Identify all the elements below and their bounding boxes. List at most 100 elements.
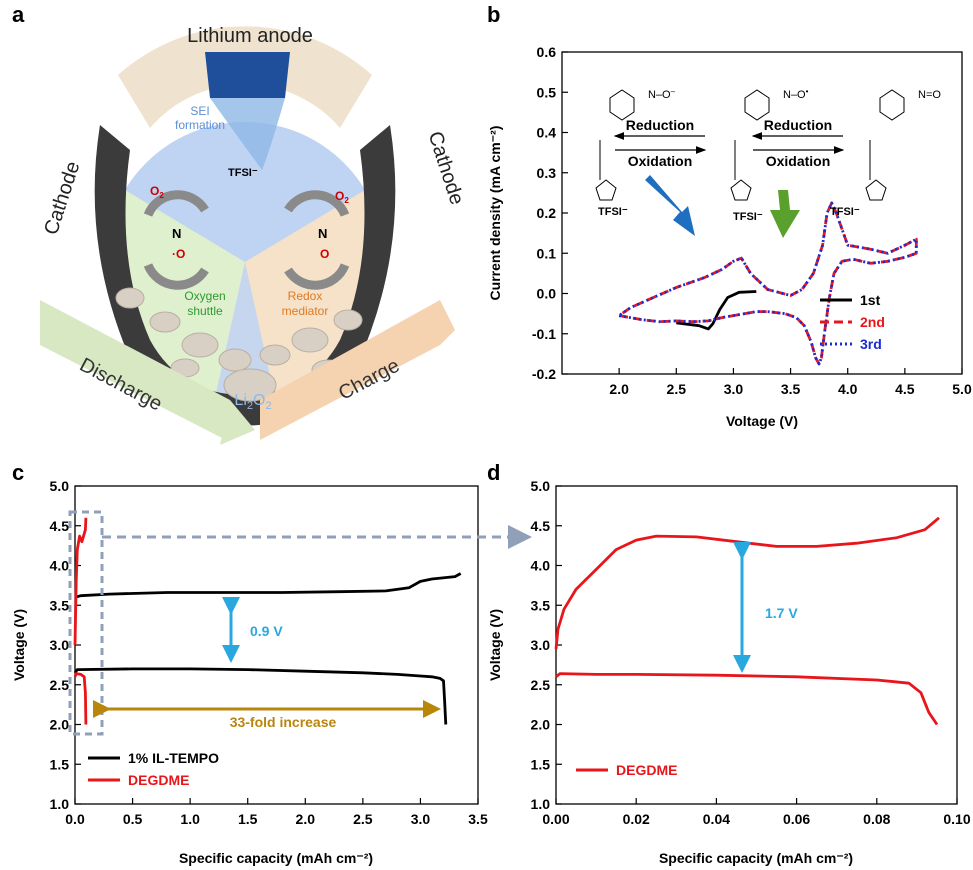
series-line-1st <box>676 290 757 331</box>
y-tick-label: 0.1 <box>537 245 557 261</box>
plot-d-xlabel: Specific capacity (mAh cm⁻²) <box>659 850 853 866</box>
increase-label-c: 33-fold increase <box>230 714 337 730</box>
y-tick-label: 3.5 <box>531 597 551 613</box>
panel-d-voltage-plot: 0.00 0.02 0.04 0.06 0.08 0.10 1.0 1.5 2.0 2.5 3.0 3… <box>531 478 971 827</box>
series-line-degdme <box>555 672 939 726</box>
x-tick-label: 3.0 <box>411 811 431 827</box>
legend-label: 2nd <box>860 314 885 330</box>
green-arrow-b <box>770 190 800 238</box>
y-tick-label: 0.0 <box>537 286 557 302</box>
x-tick-label: 3.0 <box>724 381 744 397</box>
x-tick-label: 0.04 <box>703 811 730 827</box>
x-tick-label: 0.08 <box>863 811 890 827</box>
tfsi-label-b1: TFSI⁻ <box>598 206 628 218</box>
mol2-n-o: N–O• <box>783 87 809 101</box>
series-line-1-il-tempo <box>73 667 448 725</box>
discharge-arrow <box>40 300 230 440</box>
y-tick-label: 3.5 <box>50 597 70 613</box>
plot-c-ylabel: Voltage (V) <box>11 609 27 681</box>
y-tick-label: 0.2 <box>537 205 557 221</box>
y-tick-label: 2.0 <box>50 717 70 733</box>
tfsi-label-b2: TFSI⁻ <box>733 211 763 223</box>
series-line-1-il-tempo <box>74 572 462 599</box>
oxoammonium-icon: N <box>318 226 327 241</box>
imidazolium-ring-1 <box>595 179 617 201</box>
series-line-degdme <box>73 517 88 646</box>
x-tick-label: 0.00 <box>542 811 569 827</box>
x-tick-label: 5.0 <box>952 381 972 397</box>
sei-sector <box>125 122 365 262</box>
plot-d-frame <box>555 485 958 805</box>
series-line-degdme <box>73 672 88 725</box>
nitroxide-left-oxygen: ·O <box>172 247 185 261</box>
li2o2-particles <box>115 287 363 402</box>
y-tick-label: 1.0 <box>531 796 551 812</box>
legend-label: DEGDME <box>616 762 677 778</box>
x-tick-label: 4.5 <box>895 381 915 397</box>
oxidation-label-2: Oxidation <box>766 153 831 169</box>
x-tick-label: 2.0 <box>296 811 316 827</box>
y-tick-label: 3.0 <box>531 637 551 653</box>
panel-c-voltage-plot: 0.0 0.5 1.0 1.5 2.0 2.5 3.0 3.5 1.0 1.5 2.0 2.5 3.0 3… <box>50 478 488 827</box>
panel-b-molecules <box>595 89 905 201</box>
reduction-label-1: Reduction <box>626 117 694 133</box>
plot-d-ylabel: Voltage (V) <box>487 609 503 681</box>
plot-c-xlabel: Specific capacity (mAh cm⁻²) <box>179 850 373 866</box>
piperidine-ring-1 <box>609 89 635 121</box>
x-tick-label: 4.0 <box>838 381 858 397</box>
y-tick-label: 2.5 <box>531 677 551 693</box>
legend-label: DEGDME <box>128 772 189 788</box>
mol1-n-o: N–O– <box>648 87 676 101</box>
blue-arrow-b <box>645 175 695 236</box>
piperidine-ring-3 <box>879 89 905 121</box>
alkyl-chains <box>599 140 871 180</box>
y-tick-label: 5.0 <box>531 478 551 494</box>
piperidine-ring-2 <box>744 89 770 121</box>
x-tick-label: 2.5 <box>667 381 687 397</box>
sei-label: SEI formation <box>175 104 225 132</box>
x-tick-label: 0.02 <box>623 811 650 827</box>
x-tick-label: 0.5 <box>123 811 143 827</box>
x-tick-label: 2.0 <box>609 381 629 397</box>
series-line-degdme <box>554 516 940 650</box>
y-tick-label: 0.4 <box>537 125 557 141</box>
x-tick-label: 0.0 <box>65 811 85 827</box>
panel-a-schematic <box>40 26 455 445</box>
y-tick-label: 1.5 <box>50 756 70 772</box>
legend-label: 1% IL-TEMPO <box>128 750 219 766</box>
tfsi-label-a: TFSI⁻ <box>228 167 258 179</box>
plot-b-ylabel: Current density (mA cm⁻²) <box>487 126 503 301</box>
panel-b-cv-plot: 2.0 2.5 3.0 3.5 4.0 4.5 5.0 -0.2 -0.1 0.0 0.1 0.2 0.… <box>532 44 972 397</box>
zoom-box <box>68 510 104 736</box>
y-tick-label: 1.5 <box>531 756 551 772</box>
x-tick-label: 2.5 <box>353 811 373 827</box>
x-tick-label: 3.5 <box>781 381 801 397</box>
y-tick-label: 4.5 <box>531 518 551 534</box>
cathode-left-label: Cathode <box>40 159 84 238</box>
redox-mediator-label: Redox mediator <box>282 289 329 318</box>
y-tick-label: 3.0 <box>50 637 70 653</box>
legend-label: 3rd <box>860 336 882 352</box>
y-tick-label: 4.0 <box>531 558 551 574</box>
zoom-arrowhead <box>508 525 532 549</box>
cathode-right-label: Cathode <box>424 129 468 208</box>
panel-label-b: b <box>487 2 500 27</box>
x-tick-label: 0.06 <box>783 811 810 827</box>
y-tick-label: 4.0 <box>50 558 70 574</box>
y-tick-label: 1.0 <box>50 796 70 812</box>
mol3-n-o: N=O <box>918 89 941 101</box>
y-tick-label: 2.5 <box>50 677 70 693</box>
legend-label: 1st <box>860 292 881 308</box>
series-line-2nd <box>618 201 918 366</box>
plot-b-xlabel: Voltage (V) <box>726 413 798 429</box>
y-tick-label: 0.3 <box>537 165 557 181</box>
plot-b-legend: 1st 2nd 3rd <box>820 292 885 352</box>
y-tick-label: 4.5 <box>50 518 70 534</box>
y-tick-label: -0.1 <box>532 326 556 342</box>
panel-label-c: c <box>12 460 24 485</box>
imidazolium-ring-2 <box>730 179 752 201</box>
y-tick-label: 5.0 <box>50 478 70 494</box>
plot-d-legend: DEGDME <box>576 762 677 778</box>
cycle-arrows <box>143 190 350 290</box>
oxygen-shuttle-label: Oxygen shuttle <box>184 289 225 318</box>
